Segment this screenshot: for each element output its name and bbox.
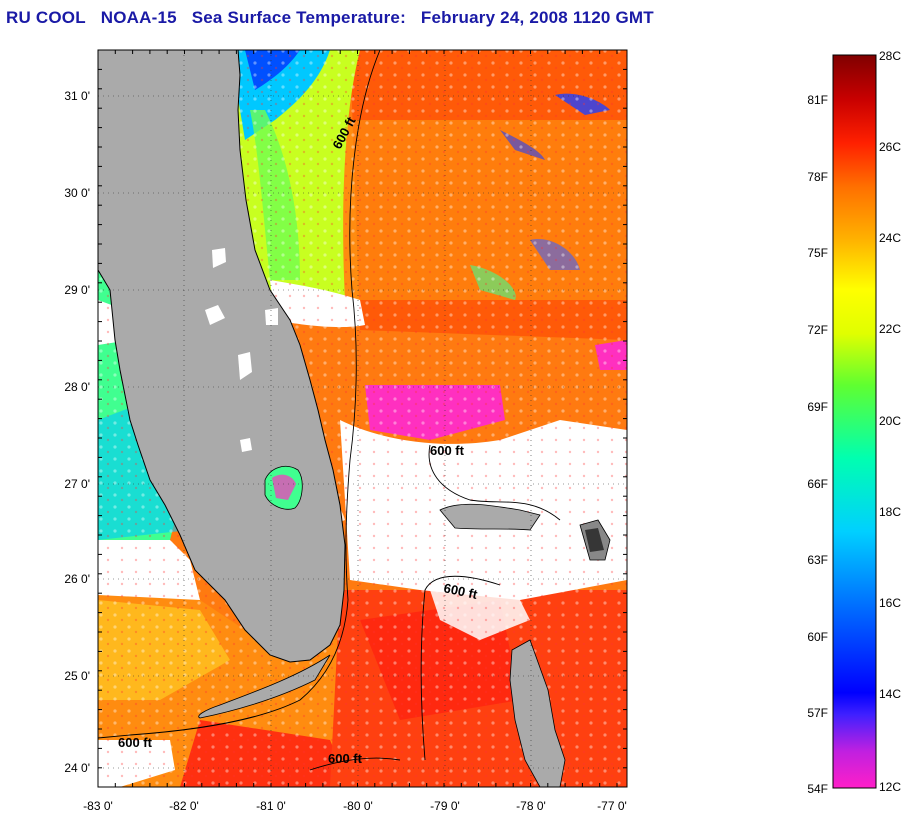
colorbar-gradient xyxy=(832,54,877,789)
isobath-label-south: 600 ft xyxy=(328,751,363,766)
celsius-label: 14C xyxy=(879,687,901,701)
florida-keys xyxy=(198,654,331,719)
title-org: RU COOL xyxy=(6,8,86,27)
lat-label: 27 0' xyxy=(64,477,90,491)
fahrenheit-label: 72F xyxy=(807,323,828,337)
isobath-label-bahamas: 600 ft xyxy=(430,443,465,458)
celsius-label: 24C xyxy=(879,231,901,245)
title-date: February 24, 2008 1120 GMT xyxy=(420,8,654,27)
isobath-label-keys: 600 ft xyxy=(118,735,153,750)
lon-label: -78 0' xyxy=(516,799,546,813)
fahrenheit-label: 60F xyxy=(807,630,828,644)
lon-label: -83 0' xyxy=(83,799,113,813)
celsius-label: 18C xyxy=(879,505,901,519)
lon-label: -81 0' xyxy=(256,799,286,813)
celsius-label: 12C xyxy=(879,780,901,794)
celsius-label: 28C xyxy=(879,49,901,63)
fahrenheit-label: 75F xyxy=(807,246,828,260)
lon-label: -79 0' xyxy=(430,799,460,813)
isobath-line-east xyxy=(345,50,381,601)
fahrenheit-label: 69F xyxy=(807,400,828,414)
fahrenheit-label: 81F xyxy=(807,93,828,107)
fahrenheit-label: 66F xyxy=(807,477,828,491)
lon-label: -82 0' xyxy=(169,799,199,813)
lat-label: 30 0' xyxy=(64,186,90,200)
isobath-line-straits xyxy=(420,575,501,761)
lat-label: 26 0' xyxy=(64,572,90,586)
lat-label: 29 0' xyxy=(64,283,90,297)
grand-bahama-island xyxy=(439,503,541,531)
axis-ticks xyxy=(97,49,627,787)
graticule xyxy=(98,50,627,787)
lat-label: 28 0' xyxy=(64,380,90,394)
isobath-line-south xyxy=(309,757,401,771)
fahrenheit-label: 63F xyxy=(807,553,828,567)
lon-label: -80 0' xyxy=(343,799,373,813)
isobath-label-straits: 600 ft xyxy=(442,580,479,602)
celsius-label: 20C xyxy=(879,414,901,428)
lat-label: 24 0' xyxy=(64,761,90,775)
lat-label: 31 0' xyxy=(64,89,90,103)
lat-label: 25 0' xyxy=(64,669,90,683)
celsius-label: 16C xyxy=(879,596,901,610)
celsius-label: 26C xyxy=(879,140,901,154)
map-title: RU COOL NOAA-15 Sea Surface Temperature:… xyxy=(6,8,654,28)
andros-island xyxy=(509,639,566,787)
fahrenheit-label: 78F xyxy=(807,170,828,184)
fahrenheit-label: 57F xyxy=(807,706,828,720)
lon-label: -77 0' xyxy=(597,799,627,813)
isobath-line-bahamas xyxy=(428,444,561,521)
fahrenheit-label: 54F xyxy=(807,782,828,796)
title-product: Sea Surface Temperature: xyxy=(191,8,406,27)
title-satellite: NOAA-15 xyxy=(100,8,177,27)
celsius-label: 22C xyxy=(879,322,901,336)
sst-field xyxy=(98,50,627,787)
isobath-line-keys xyxy=(98,599,349,739)
